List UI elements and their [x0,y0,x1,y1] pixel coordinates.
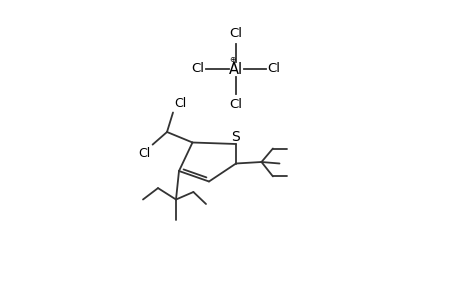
Text: Cl: Cl [138,147,151,160]
Text: Cl: Cl [174,97,186,110]
Text: Cl: Cl [267,62,280,76]
Text: S: S [231,130,240,144]
Text: Cl: Cl [229,27,242,40]
Text: Cl: Cl [191,62,204,76]
Text: Al: Al [229,61,242,76]
Text: Cl: Cl [229,98,242,111]
Text: ⊕: ⊕ [229,56,235,64]
